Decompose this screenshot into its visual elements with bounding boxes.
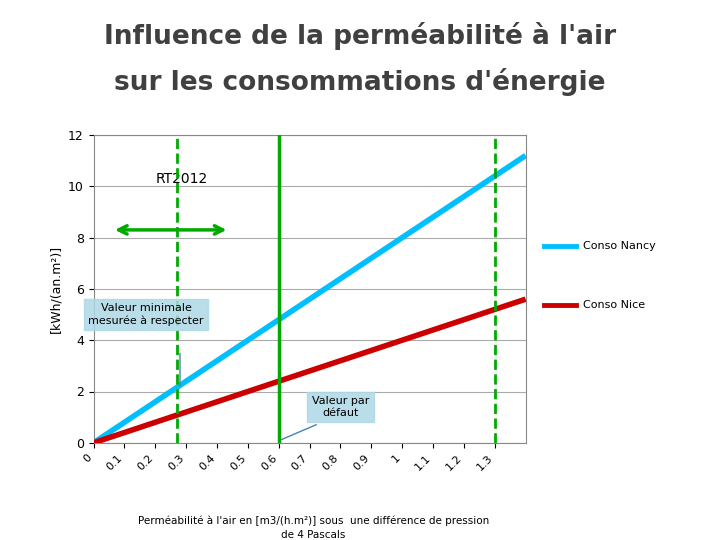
Text: Valeur par
défaut: Valeur par défaut xyxy=(312,396,369,418)
Text: RT2012: RT2012 xyxy=(156,172,207,186)
Text: Conso Nancy: Conso Nancy xyxy=(583,241,656,251)
Text: Perméabilité à l'air en [m3/(h.m²)] sous  une différence de pression: Perméabilité à l'air en [m3/(h.m²)] sous… xyxy=(138,516,489,526)
Text: Influence de la perméabilité à l'air: Influence de la perméabilité à l'air xyxy=(104,22,616,50)
Text: Valeur minimale
mesurée à respecter: Valeur minimale mesurée à respecter xyxy=(89,303,204,326)
Y-axis label: [kWh/(an.m²)]: [kWh/(an.m²)] xyxy=(50,245,63,333)
Text: de 4 Pascals: de 4 Pascals xyxy=(281,530,346,540)
Text: Conso Nice: Conso Nice xyxy=(583,300,645,310)
Text: sur les consommations d'énergie: sur les consommations d'énergie xyxy=(114,68,606,96)
